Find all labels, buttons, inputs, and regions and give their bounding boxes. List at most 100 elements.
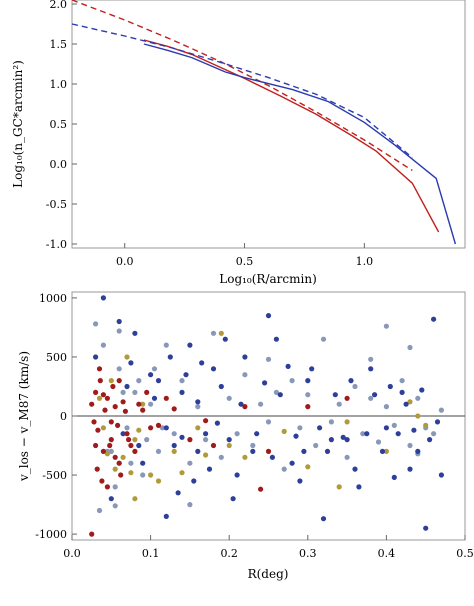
scatter-points (89, 295, 444, 537)
scatter-point (108, 378, 114, 384)
scatter-point (136, 401, 142, 407)
scatter-point (93, 321, 99, 327)
scatter-point (148, 472, 154, 478)
scatter-point (159, 425, 165, 431)
scatter-point (115, 422, 121, 428)
x-tick-label: 0.1 (142, 547, 160, 560)
y-tick-label: -0.5 (46, 198, 67, 211)
scatter-point (203, 418, 209, 424)
top-y-axis-label: Log₁₀(n_GC*arcmin²) (11, 60, 25, 188)
y-tick-label: 1.0 (50, 78, 68, 91)
scatter-point (110, 383, 116, 390)
scatter-point (104, 484, 110, 490)
scatter-point (265, 313, 272, 319)
scatter-point (97, 378, 103, 384)
scatter-point (344, 395, 350, 401)
scatter-point (191, 478, 197, 484)
scatter-point (364, 431, 370, 437)
scatter-point (258, 401, 264, 407)
scatter-point (195, 425, 201, 431)
scatter-point (140, 401, 146, 407)
scatter-point (116, 328, 122, 334)
scatter-point (273, 389, 279, 395)
scatter-point (155, 422, 162, 428)
scatter-point (328, 437, 334, 443)
scatter-point (89, 531, 95, 537)
scatter-point (375, 439, 382, 445)
y-tick-label: 500 (46, 351, 67, 364)
scatter-point (195, 448, 201, 454)
scatter-point (107, 442, 113, 449)
scatter-point (151, 395, 158, 401)
scatter-point (379, 448, 386, 454)
scatter-point (151, 366, 158, 372)
scatter-point (120, 399, 126, 405)
scatter-point (399, 378, 405, 384)
scatter-point (195, 404, 201, 410)
y-tick-label: 1000 (39, 292, 67, 305)
scatter-point (399, 389, 405, 395)
scatter-point (126, 437, 132, 443)
scatter-point (179, 389, 185, 395)
x-tick-label: 0.0 (116, 255, 134, 268)
scatter-point (140, 407, 146, 413)
scatter-point (415, 413, 421, 419)
scatter-point (210, 442, 217, 449)
scatter-point (415, 395, 421, 401)
scatter-point (171, 431, 177, 437)
scatter-point (265, 448, 272, 454)
scatter-point (242, 454, 248, 460)
scatter-point (124, 425, 130, 431)
scatter-point (407, 344, 413, 351)
scatter-point (344, 437, 350, 443)
scatter-point (281, 428, 287, 434)
scatter-point (226, 437, 232, 443)
scatter-point (313, 442, 319, 449)
scatter-point (95, 427, 101, 433)
scatter-point (293, 433, 299, 439)
scatter-point (183, 372, 189, 378)
scatter-point (305, 378, 311, 384)
scatter-point (352, 383, 358, 390)
scatter-point (136, 427, 142, 433)
scatter-point (148, 401, 154, 407)
scatter-point (203, 437, 209, 443)
scatter-point (431, 316, 437, 322)
scatter-point (199, 360, 205, 366)
scatter-point (348, 378, 354, 384)
top-series (71, 0, 457, 245)
scatter-point (140, 472, 146, 478)
scatter-point (93, 354, 99, 360)
scatter-point (167, 354, 173, 360)
scatter-point (210, 366, 217, 372)
scatter-point (144, 437, 150, 443)
scatter-point (132, 448, 138, 454)
series-line-1 (71, 0, 413, 171)
scatter-point (305, 404, 311, 410)
scatter-point (305, 464, 311, 470)
scatter-point (187, 460, 193, 466)
scatter-point (423, 422, 429, 428)
scatter-point (122, 408, 128, 414)
scatter-point (128, 460, 134, 466)
scatter-point (99, 478, 105, 484)
scatter-point (265, 419, 272, 425)
scatter-point (226, 442, 232, 449)
x-tick-label: 0.0 (63, 547, 81, 560)
bottom-x-axis-label: R(deg) (248, 567, 289, 581)
scatter-point (360, 431, 366, 437)
scatter-point (320, 336, 327, 342)
scatter-point (352, 466, 358, 472)
scatter-point (336, 484, 342, 490)
scatter-point (218, 454, 224, 460)
scatter-point (116, 378, 122, 384)
scatter-point (155, 378, 162, 384)
scatter-point (250, 442, 256, 449)
scatter-point (104, 395, 110, 401)
scatter-point (324, 448, 331, 454)
scatter-point (411, 427, 417, 433)
scatter-point (128, 470, 134, 476)
y-tick-label: 0.0 (50, 158, 68, 171)
scatter-point (124, 431, 130, 437)
scatter-point (277, 392, 283, 398)
